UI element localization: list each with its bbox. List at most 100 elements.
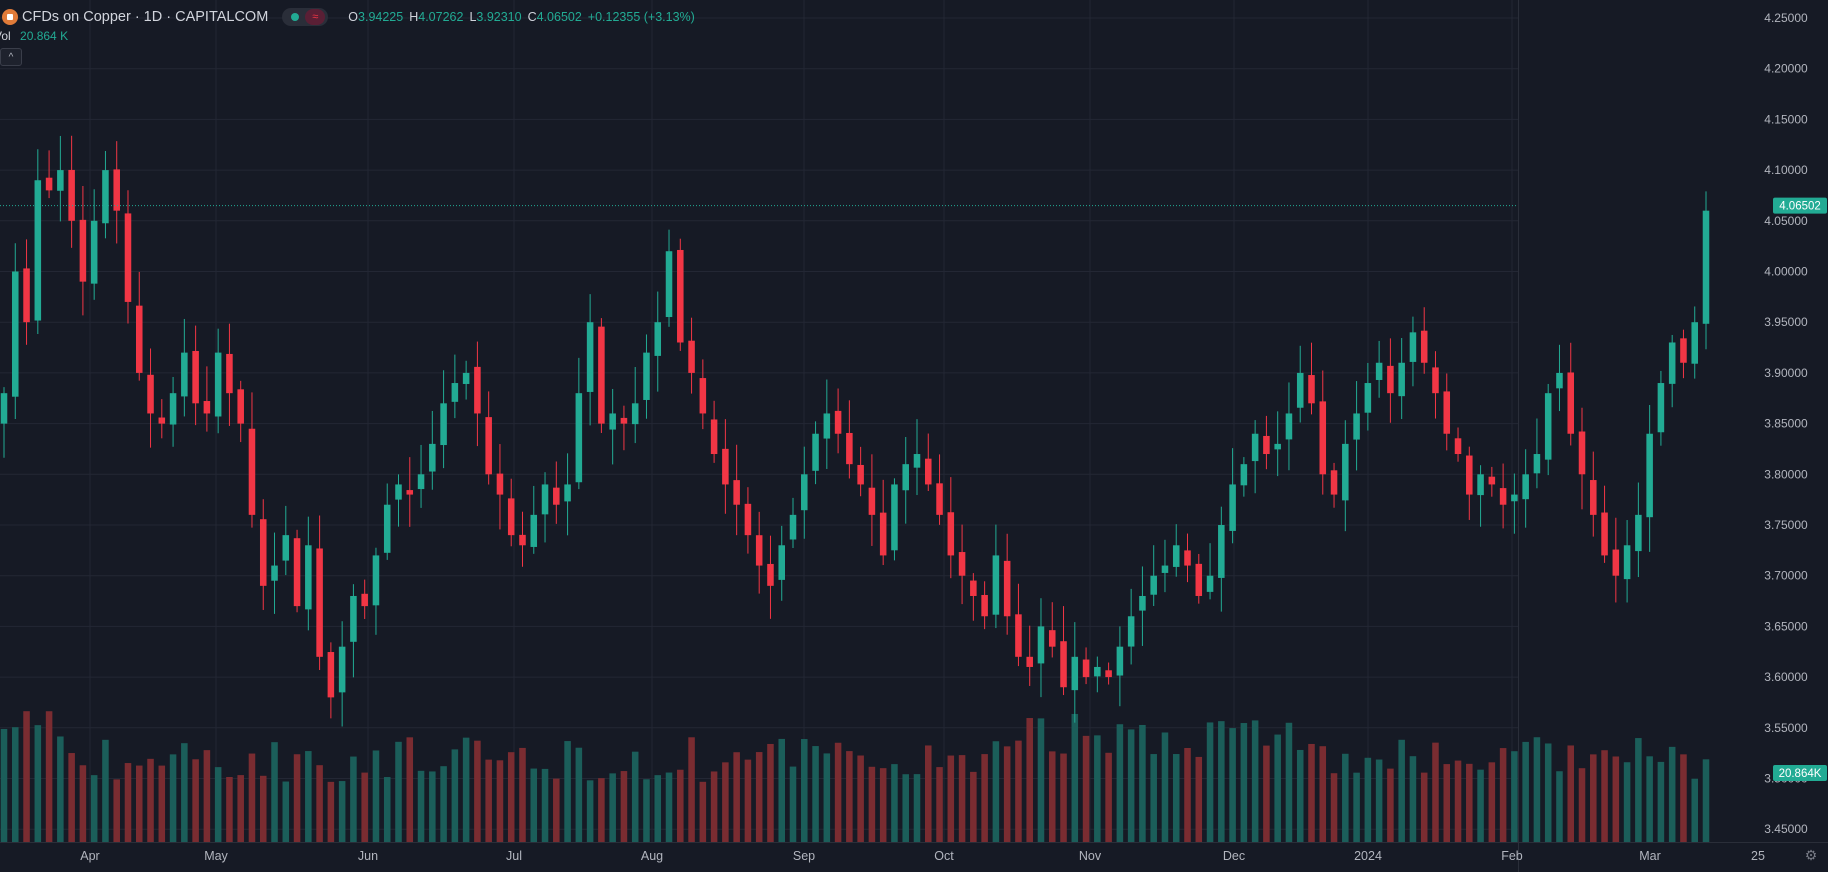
price-tick-label: 3.85000 xyxy=(1764,417,1808,431)
volume-bar xyxy=(857,755,864,842)
volume-bar xyxy=(733,752,740,842)
volume-bar xyxy=(135,765,143,842)
candle-body xyxy=(1285,413,1293,440)
price-tick-label: 3.45000 xyxy=(1764,822,1808,836)
time-axis[interactable]: Apr May Jun Jul Aug Sep Oct Nov Dec 2024 Feb Mar 25 xyxy=(80,849,1765,863)
candle-body xyxy=(1342,443,1349,501)
market-open-dot-icon xyxy=(291,13,300,21)
volume-bar xyxy=(1026,718,1033,842)
candle-body xyxy=(519,534,526,546)
volume-bar xyxy=(1511,751,1518,842)
candle-body xyxy=(226,353,233,394)
candle-body xyxy=(541,484,549,515)
volume-bar xyxy=(553,778,560,842)
close-label: C xyxy=(527,10,537,24)
price-axis[interactable]: 4.25000 4.20000 4.15000 4.10000 4.05000 4.000… xyxy=(1764,11,1808,836)
volume-bar xyxy=(214,767,222,842)
volume-bar xyxy=(383,777,391,842)
price-tick-label: 4.00000 xyxy=(1764,265,1808,279)
candle-body xyxy=(1274,443,1281,450)
volume-bar xyxy=(429,771,436,842)
volume-bar xyxy=(767,743,774,842)
time-tick-label: 25 xyxy=(1751,849,1765,863)
candle-body xyxy=(169,393,177,425)
candle-body xyxy=(1691,322,1698,364)
volume-bar xyxy=(1172,754,1180,842)
settings-gear-icon[interactable]: ⚙ xyxy=(1804,846,1818,863)
volume-bar xyxy=(1161,732,1169,842)
close-value: 4.06502 xyxy=(536,10,582,24)
time-tick-label: Apr xyxy=(80,849,99,863)
volume-bar xyxy=(124,763,132,842)
collapse-legend-button[interactable]: ^ xyxy=(0,48,22,66)
volume-bar xyxy=(1533,737,1541,842)
candle-body xyxy=(1218,525,1225,578)
volume-bar xyxy=(1274,734,1281,842)
time-tick-label: May xyxy=(204,849,228,863)
candle-body xyxy=(181,352,188,397)
volume-bar xyxy=(992,741,1000,842)
candle-body xyxy=(733,480,740,505)
candle-body xyxy=(158,417,166,424)
volume-bar xyxy=(1623,762,1631,842)
candle-body xyxy=(789,514,797,540)
volume-bar xyxy=(406,737,414,842)
volume-bar xyxy=(868,766,876,842)
volume-bar xyxy=(45,711,53,842)
candle-body xyxy=(1161,565,1169,573)
candle-body xyxy=(1263,435,1270,455)
candle-body xyxy=(947,512,955,556)
chevron-up-icon: ^ xyxy=(8,51,14,63)
volume-bar xyxy=(688,737,695,842)
capitalcom-logo-icon xyxy=(2,9,18,25)
candle-body xyxy=(1048,630,1056,647)
candle-body xyxy=(440,403,447,446)
volume-bar xyxy=(1432,742,1439,842)
volume-bar xyxy=(496,760,504,842)
volume-bar xyxy=(181,743,188,842)
candle-body xyxy=(1544,393,1552,460)
symbol-title[interactable]: CFDs on Copper · 1D · CAPITALCOM xyxy=(22,9,269,25)
candle-body xyxy=(1477,474,1484,496)
candle-body xyxy=(913,454,921,468)
volume-bar xyxy=(23,711,30,842)
time-tick-label: Sep xyxy=(793,849,815,863)
candle-body xyxy=(113,169,120,211)
volume-bar xyxy=(474,740,481,842)
candle-body xyxy=(1296,372,1304,408)
volume-bar xyxy=(293,754,301,842)
volume-bar xyxy=(1668,746,1676,842)
volume-bar xyxy=(1105,752,1112,842)
candle-body xyxy=(665,251,673,318)
candle-body xyxy=(654,322,662,356)
candle-body xyxy=(102,170,109,224)
market-status-pills[interactable]: ≈ xyxy=(282,8,329,26)
candle-body xyxy=(462,372,470,384)
volume-bar xyxy=(1499,748,1507,842)
time-tick-label: Aug xyxy=(641,849,663,863)
candle-body xyxy=(1375,362,1383,380)
wave-icon: ≈ xyxy=(305,9,326,25)
open-value: 3.94225 xyxy=(358,10,404,24)
candle-body xyxy=(846,432,853,465)
open-label: O xyxy=(348,10,359,24)
candle-body xyxy=(586,322,594,392)
candle-body xyxy=(496,473,504,495)
candle-body xyxy=(1330,470,1338,495)
candle-body xyxy=(1635,514,1642,552)
candle-body xyxy=(192,350,199,404)
volume-bar xyxy=(891,764,898,842)
volume-badge xyxy=(1773,765,1827,781)
candle-body xyxy=(530,514,538,547)
candle-body xyxy=(395,484,402,500)
volume-bar xyxy=(102,739,109,842)
volume-bar xyxy=(1466,763,1473,842)
volume-bar xyxy=(609,773,616,842)
time-tick-label: Mar xyxy=(1639,849,1661,863)
volume-bar xyxy=(237,775,244,842)
volume-bar xyxy=(79,765,87,842)
volume-bar xyxy=(0,728,8,842)
volume-bar xyxy=(1195,756,1203,842)
candle-body xyxy=(1702,210,1710,324)
